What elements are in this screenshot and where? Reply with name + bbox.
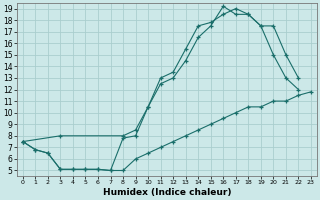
X-axis label: Humidex (Indice chaleur): Humidex (Indice chaleur) <box>103 188 231 197</box>
